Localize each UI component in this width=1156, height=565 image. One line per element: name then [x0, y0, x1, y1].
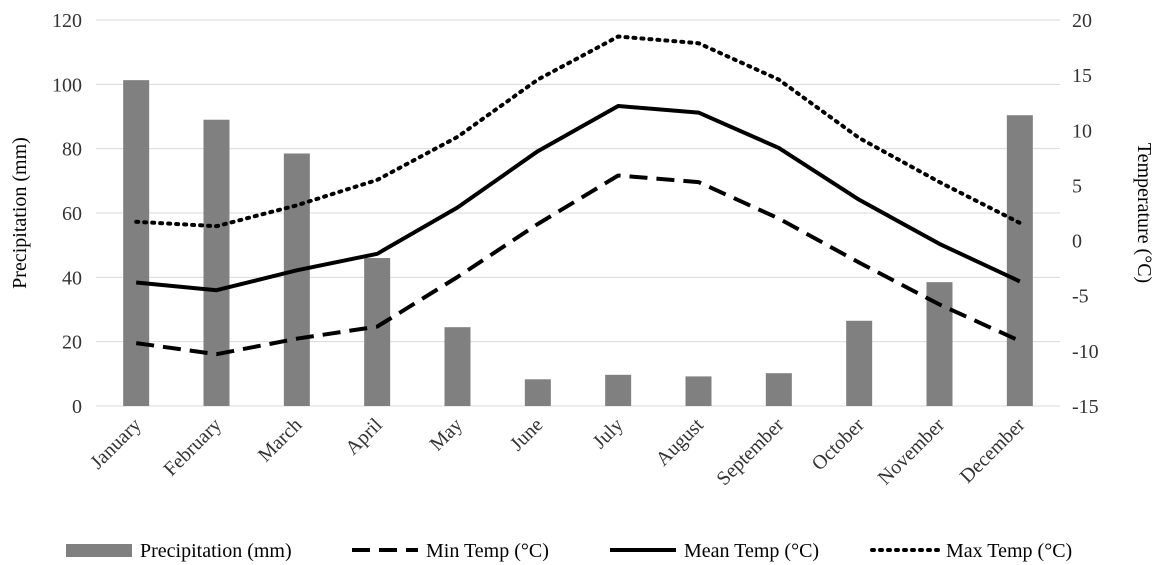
right-tick-label: 20 [1072, 10, 1092, 32]
bar-october [846, 320, 873, 406]
x-tick-label: September [712, 414, 788, 490]
right-tick-label: 5 [1072, 175, 1082, 197]
legend-label: Precipitation (mm) [140, 540, 292, 562]
x-tick-label: August [652, 414, 709, 471]
line-dotted-max [134, 34, 1022, 229]
x-tick-label: December [956, 414, 1030, 488]
y2-axis-title: Temperature (°C) [1133, 143, 1155, 283]
x-tick-label: January [86, 414, 146, 474]
left-tick-label: 40 [62, 267, 82, 289]
precipitation-bars [123, 80, 1033, 407]
legend-label: Min Temp (°C) [426, 540, 549, 562]
y-axis-title: Precipitation (mm) [9, 137, 31, 289]
left-tick-label: 0 [72, 396, 82, 418]
left-tick-label: 80 [62, 139, 82, 161]
right-tick-label: -10 [1072, 341, 1099, 363]
legend-swatch-bar [66, 544, 132, 557]
bar-december [1006, 115, 1033, 407]
line-solid-mean [136, 104, 1021, 293]
bar-july [605, 374, 632, 406]
bar-january [123, 80, 150, 406]
x-tick-label: October [808, 414, 869, 475]
right-tick-label: 10 [1072, 120, 1092, 142]
left-tick-label: 60 [62, 203, 82, 225]
line-dashed-min [135, 173, 1021, 357]
bar-march [283, 153, 310, 406]
x-tick-label: May [426, 414, 467, 455]
bar-april [364, 258, 391, 406]
left-tick-label: 20 [62, 332, 82, 354]
legend-label: Max Temp (°C) [946, 540, 1072, 562]
right-axis-ticks: -15 -10 -5 0 5 10 15 20 [1072, 10, 1099, 418]
x-tick-label: April [341, 414, 387, 460]
x-axis-ticks: January February March April May June July Augu… [86, 414, 1029, 490]
legend-label: Mean Temp (°C) [684, 540, 819, 562]
bar-june [524, 379, 551, 406]
x-tick-label: July [589, 414, 628, 453]
left-axis-ticks: 0 20 40 60 80 100 120 [52, 10, 82, 418]
right-tick-label: -5 [1072, 286, 1089, 308]
x-tick-label: November [874, 414, 949, 489]
bar-september [765, 373, 792, 406]
x-tick-label: February [159, 414, 226, 481]
legend: Precipitation (mm) Min Temp (°C) Mean Temp… [66, 540, 1072, 562]
right-tick-label: 15 [1072, 65, 1092, 87]
gridlines [96, 19, 1060, 407]
temperature-lines [134, 34, 1022, 357]
left-tick-label: 100 [52, 74, 82, 96]
right-tick-label: 0 [1072, 231, 1082, 253]
bar-may [444, 327, 471, 406]
right-tick-label: -15 [1072, 396, 1099, 418]
bar-february [203, 119, 230, 406]
bar-august [685, 376, 712, 406]
x-tick-label: March [254, 414, 306, 466]
x-tick-label: June [506, 414, 548, 456]
left-tick-label: 120 [52, 10, 82, 32]
